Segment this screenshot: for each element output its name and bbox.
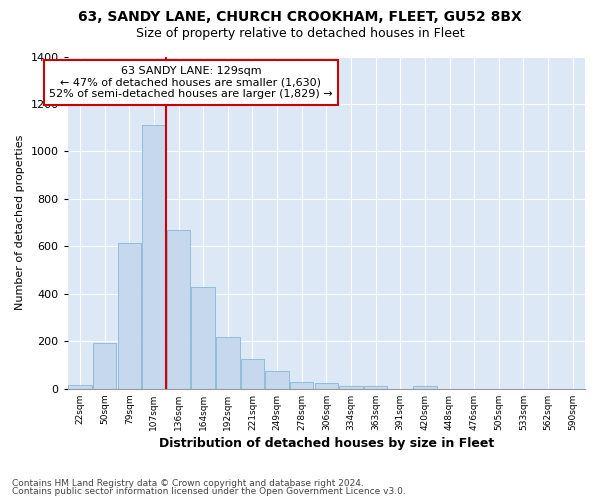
Bar (364, 386, 388, 389)
Text: Size of property relative to detached houses in Fleet: Size of property relative to detached ho… (136, 28, 464, 40)
Text: 63 SANDY LANE: 129sqm
← 47% of detached houses are smaller (1,630)
52% of semi-d: 63 SANDY LANE: 129sqm ← 47% of detached … (49, 66, 332, 99)
Bar (93, 342, 116, 389)
Bar (413, 386, 437, 389)
X-axis label: Distribution of detached houses by size in Fleet: Distribution of detached houses by size … (159, 437, 494, 450)
Bar (265, 372, 289, 389)
Text: Contains HM Land Registry data © Crown copyright and database right 2024.: Contains HM Land Registry data © Crown c… (12, 478, 364, 488)
Text: 63, SANDY LANE, CHURCH CROOKHAM, FLEET, GU52 8BX: 63, SANDY LANE, CHURCH CROOKHAM, FLEET, … (78, 10, 522, 24)
Bar (216, 336, 239, 389)
Bar (118, 243, 141, 389)
Bar (314, 383, 338, 389)
Bar (167, 230, 190, 389)
Y-axis label: Number of detached properties: Number of detached properties (15, 135, 25, 310)
Bar (290, 382, 313, 389)
Bar (241, 359, 264, 389)
Bar (142, 126, 166, 389)
Bar (191, 286, 215, 389)
Bar (68, 386, 92, 389)
Bar (339, 386, 362, 389)
Text: Contains public sector information licensed under the Open Government Licence v3: Contains public sector information licen… (12, 488, 406, 496)
